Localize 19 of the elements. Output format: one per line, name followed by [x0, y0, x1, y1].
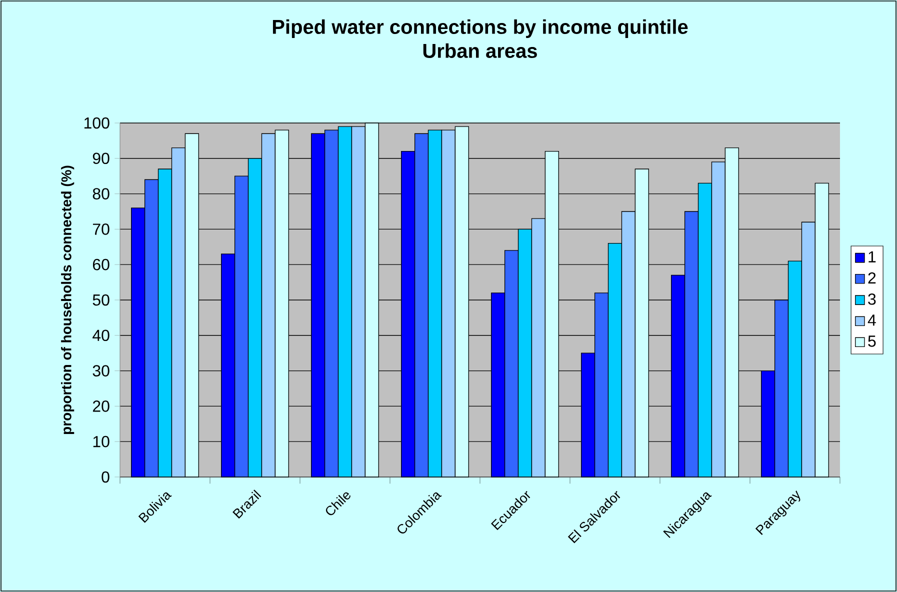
y-tick-label: 0 — [102, 471, 110, 483]
y-tick-label: 90 — [92, 152, 110, 164]
y-tick-label: 70 — [92, 224, 110, 235]
y-tick-label: 30 — [92, 365, 110, 376]
y-axis-title: proportion of households connected (%) — [61, 166, 74, 434]
chart-subtitle: Urban areas — [423, 43, 537, 58]
y-tick-label: 80 — [92, 188, 110, 200]
y-tick-label: 100 — [84, 117, 110, 129]
y-tick-label: 20 — [92, 400, 110, 412]
y-tick-label: 40 — [92, 330, 110, 342]
legend-label: 1 — [868, 251, 876, 262]
y-tick-label: 60 — [92, 258, 110, 270]
y-tick-label: 50 — [92, 294, 110, 306]
y-tick-label: 10 — [93, 436, 110, 448]
legend-label: 2 — [868, 272, 876, 284]
legend-label: 5 — [868, 336, 876, 347]
legend-label: 4 — [868, 314, 876, 326]
chart-title: Piped water connections by income quintile — [272, 19, 688, 38]
legend-label: 3 — [868, 293, 876, 305]
